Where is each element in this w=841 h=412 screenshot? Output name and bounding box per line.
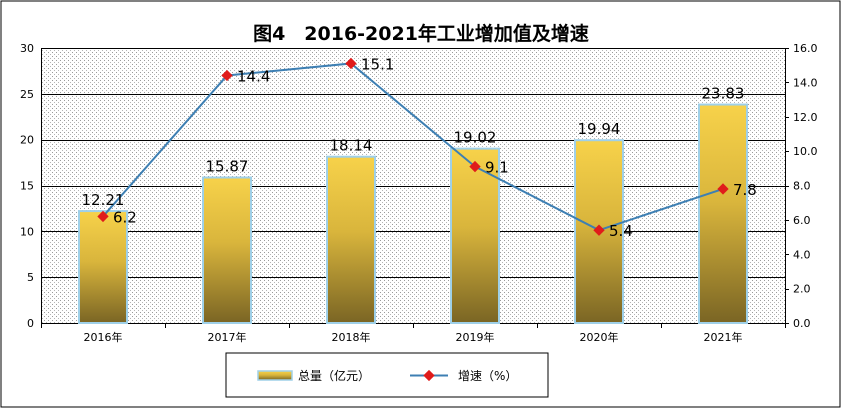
bar-value-label: 19.94	[578, 120, 621, 138]
y-right-tick-label: 10.0	[793, 145, 818, 158]
x-tick-label: 2019年	[456, 330, 495, 344]
y-left-tick-label: 20	[20, 134, 34, 147]
x-tick-label: 2021年	[704, 330, 743, 344]
axes: 0 5 10 15 20 25 30 0.0 2.0 4.0 6.0 8.0 10.0 12.0 14.0 1…	[20, 42, 818, 344]
legend-line-marker	[423, 369, 435, 382]
y-right-tick-label: 16.0	[793, 42, 818, 55]
y-right-tick-label: 12.0	[793, 111, 818, 124]
legend-bar-label: 总量（亿元）	[298, 368, 370, 383]
line-value-label: 9.1	[485, 159, 509, 177]
bar	[202, 176, 252, 324]
data-labels: 12.21 15.87 18.14 19.02 19.94 23.83 6.2 14.4 15.…	[82, 55, 757, 240]
x-tick-label: 2016年	[84, 330, 123, 344]
line-value-label: 5.4	[609, 222, 633, 240]
y-right-tick-label: 6.0	[793, 214, 811, 227]
line-marker	[469, 160, 481, 173]
line-value-label: 6.2	[113, 208, 137, 226]
bar-value-label: 18.14	[330, 137, 373, 155]
plot-area	[41, 48, 785, 323]
y-left-tick-label: 10	[20, 225, 34, 238]
x-tick-label: 2020年	[580, 330, 619, 344]
x-tick-label: 2018年	[332, 330, 371, 344]
y-left-tick-label: 5	[27, 271, 34, 284]
bar	[698, 103, 748, 324]
chart-title: 图4 2016-2021年工业增加值及增速	[253, 22, 589, 45]
y-right-tick-label: 8.0	[793, 180, 811, 193]
line-value-label: 14.4	[237, 68, 270, 86]
line-marker	[593, 224, 605, 236]
y-left-tick-label: 0	[27, 317, 34, 330]
legend-bar-swatch	[257, 370, 293, 381]
legend: 总量（亿元） 增速（%）	[225, 352, 549, 398]
y-left-tick-label: 30	[20, 42, 34, 55]
bar-value-label: 15.87	[206, 158, 249, 176]
bar	[326, 155, 376, 324]
line-value-label: 15.1	[361, 55, 394, 73]
y-left-tick-label: 25	[20, 88, 34, 101]
bar-value-label: 23.83	[702, 85, 745, 103]
y-right-tick-label: 0.0	[793, 317, 811, 330]
legend-line-label: 增速（%）	[458, 369, 517, 383]
bar	[450, 147, 500, 324]
line-marker	[717, 183, 729, 195]
growth-line	[102, 62, 724, 232]
line-value-label: 7.8	[733, 181, 757, 199]
bar-value-label: 12.21	[82, 191, 125, 209]
bar	[78, 210, 128, 324]
x-tick-label: 2017年	[208, 330, 247, 344]
y-right-tick-label: 4.0	[793, 248, 811, 261]
y-right-tick-label: 14.0	[793, 76, 818, 89]
bar-value-label: 19.02	[454, 129, 497, 147]
y-left-tick-label: 15	[20, 180, 34, 193]
y-right-tick-label: 2.0	[793, 283, 811, 296]
